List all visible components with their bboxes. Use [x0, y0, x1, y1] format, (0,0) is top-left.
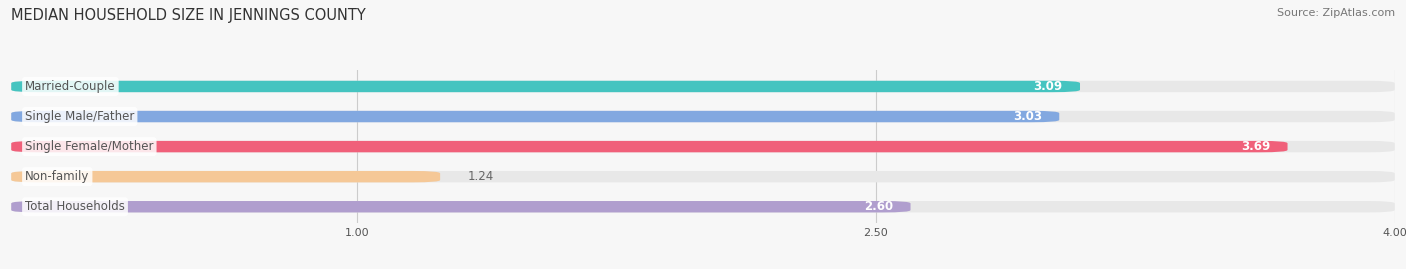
Text: Single Male/Father: Single Male/Father	[25, 110, 135, 123]
FancyBboxPatch shape	[11, 81, 1080, 92]
FancyBboxPatch shape	[11, 201, 1395, 213]
Text: 3.69: 3.69	[1241, 140, 1270, 153]
Text: Non-family: Non-family	[25, 170, 90, 183]
Text: Source: ZipAtlas.com: Source: ZipAtlas.com	[1277, 8, 1395, 18]
Text: Total Households: Total Households	[25, 200, 125, 213]
FancyBboxPatch shape	[11, 171, 1395, 182]
FancyBboxPatch shape	[11, 81, 1395, 92]
Text: Single Female/Mother: Single Female/Mother	[25, 140, 153, 153]
Text: MEDIAN HOUSEHOLD SIZE IN JENNINGS COUNTY: MEDIAN HOUSEHOLD SIZE IN JENNINGS COUNTY	[11, 8, 366, 23]
FancyBboxPatch shape	[11, 141, 1288, 152]
Text: Married-Couple: Married-Couple	[25, 80, 115, 93]
FancyBboxPatch shape	[11, 141, 1395, 152]
Text: 3.09: 3.09	[1033, 80, 1063, 93]
FancyBboxPatch shape	[11, 171, 440, 182]
Text: 1.24: 1.24	[468, 170, 494, 183]
FancyBboxPatch shape	[11, 111, 1395, 122]
Text: 2.60: 2.60	[865, 200, 893, 213]
FancyBboxPatch shape	[11, 201, 911, 213]
Text: 3.03: 3.03	[1012, 110, 1042, 123]
FancyBboxPatch shape	[11, 111, 1059, 122]
